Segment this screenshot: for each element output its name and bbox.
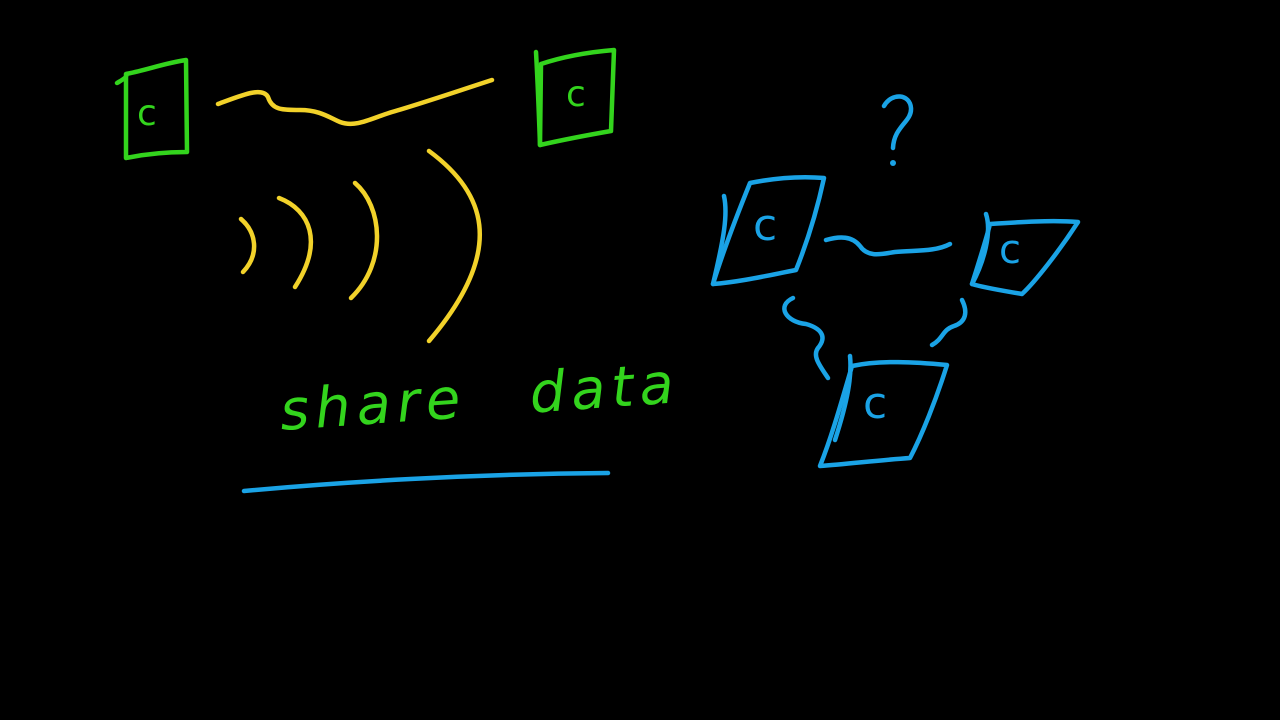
- network-links: [782, 235, 968, 381]
- computer-label: c: [863, 378, 888, 429]
- network-computer-top-left: [710, 174, 827, 287]
- computer-label: c: [753, 200, 778, 251]
- computer-label: c: [999, 227, 1021, 273]
- right-computer-box: [533, 47, 617, 148]
- cable-link: [215, 77, 495, 127]
- network-computer-bottom: [817, 353, 950, 469]
- computer-label: c: [137, 93, 157, 134]
- left-computer-box: [114, 57, 190, 161]
- caption-underline: [241, 470, 611, 494]
- network-computer-right: [969, 211, 1081, 297]
- wireless-signal-icon: [238, 148, 483, 344]
- computer-label: c: [566, 74, 586, 115]
- question-mark: [881, 94, 914, 166]
